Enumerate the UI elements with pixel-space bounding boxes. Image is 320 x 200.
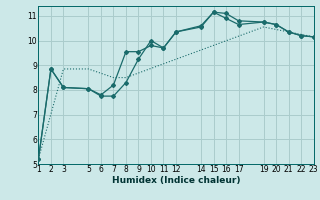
X-axis label: Humidex (Indice chaleur): Humidex (Indice chaleur)	[112, 176, 240, 185]
